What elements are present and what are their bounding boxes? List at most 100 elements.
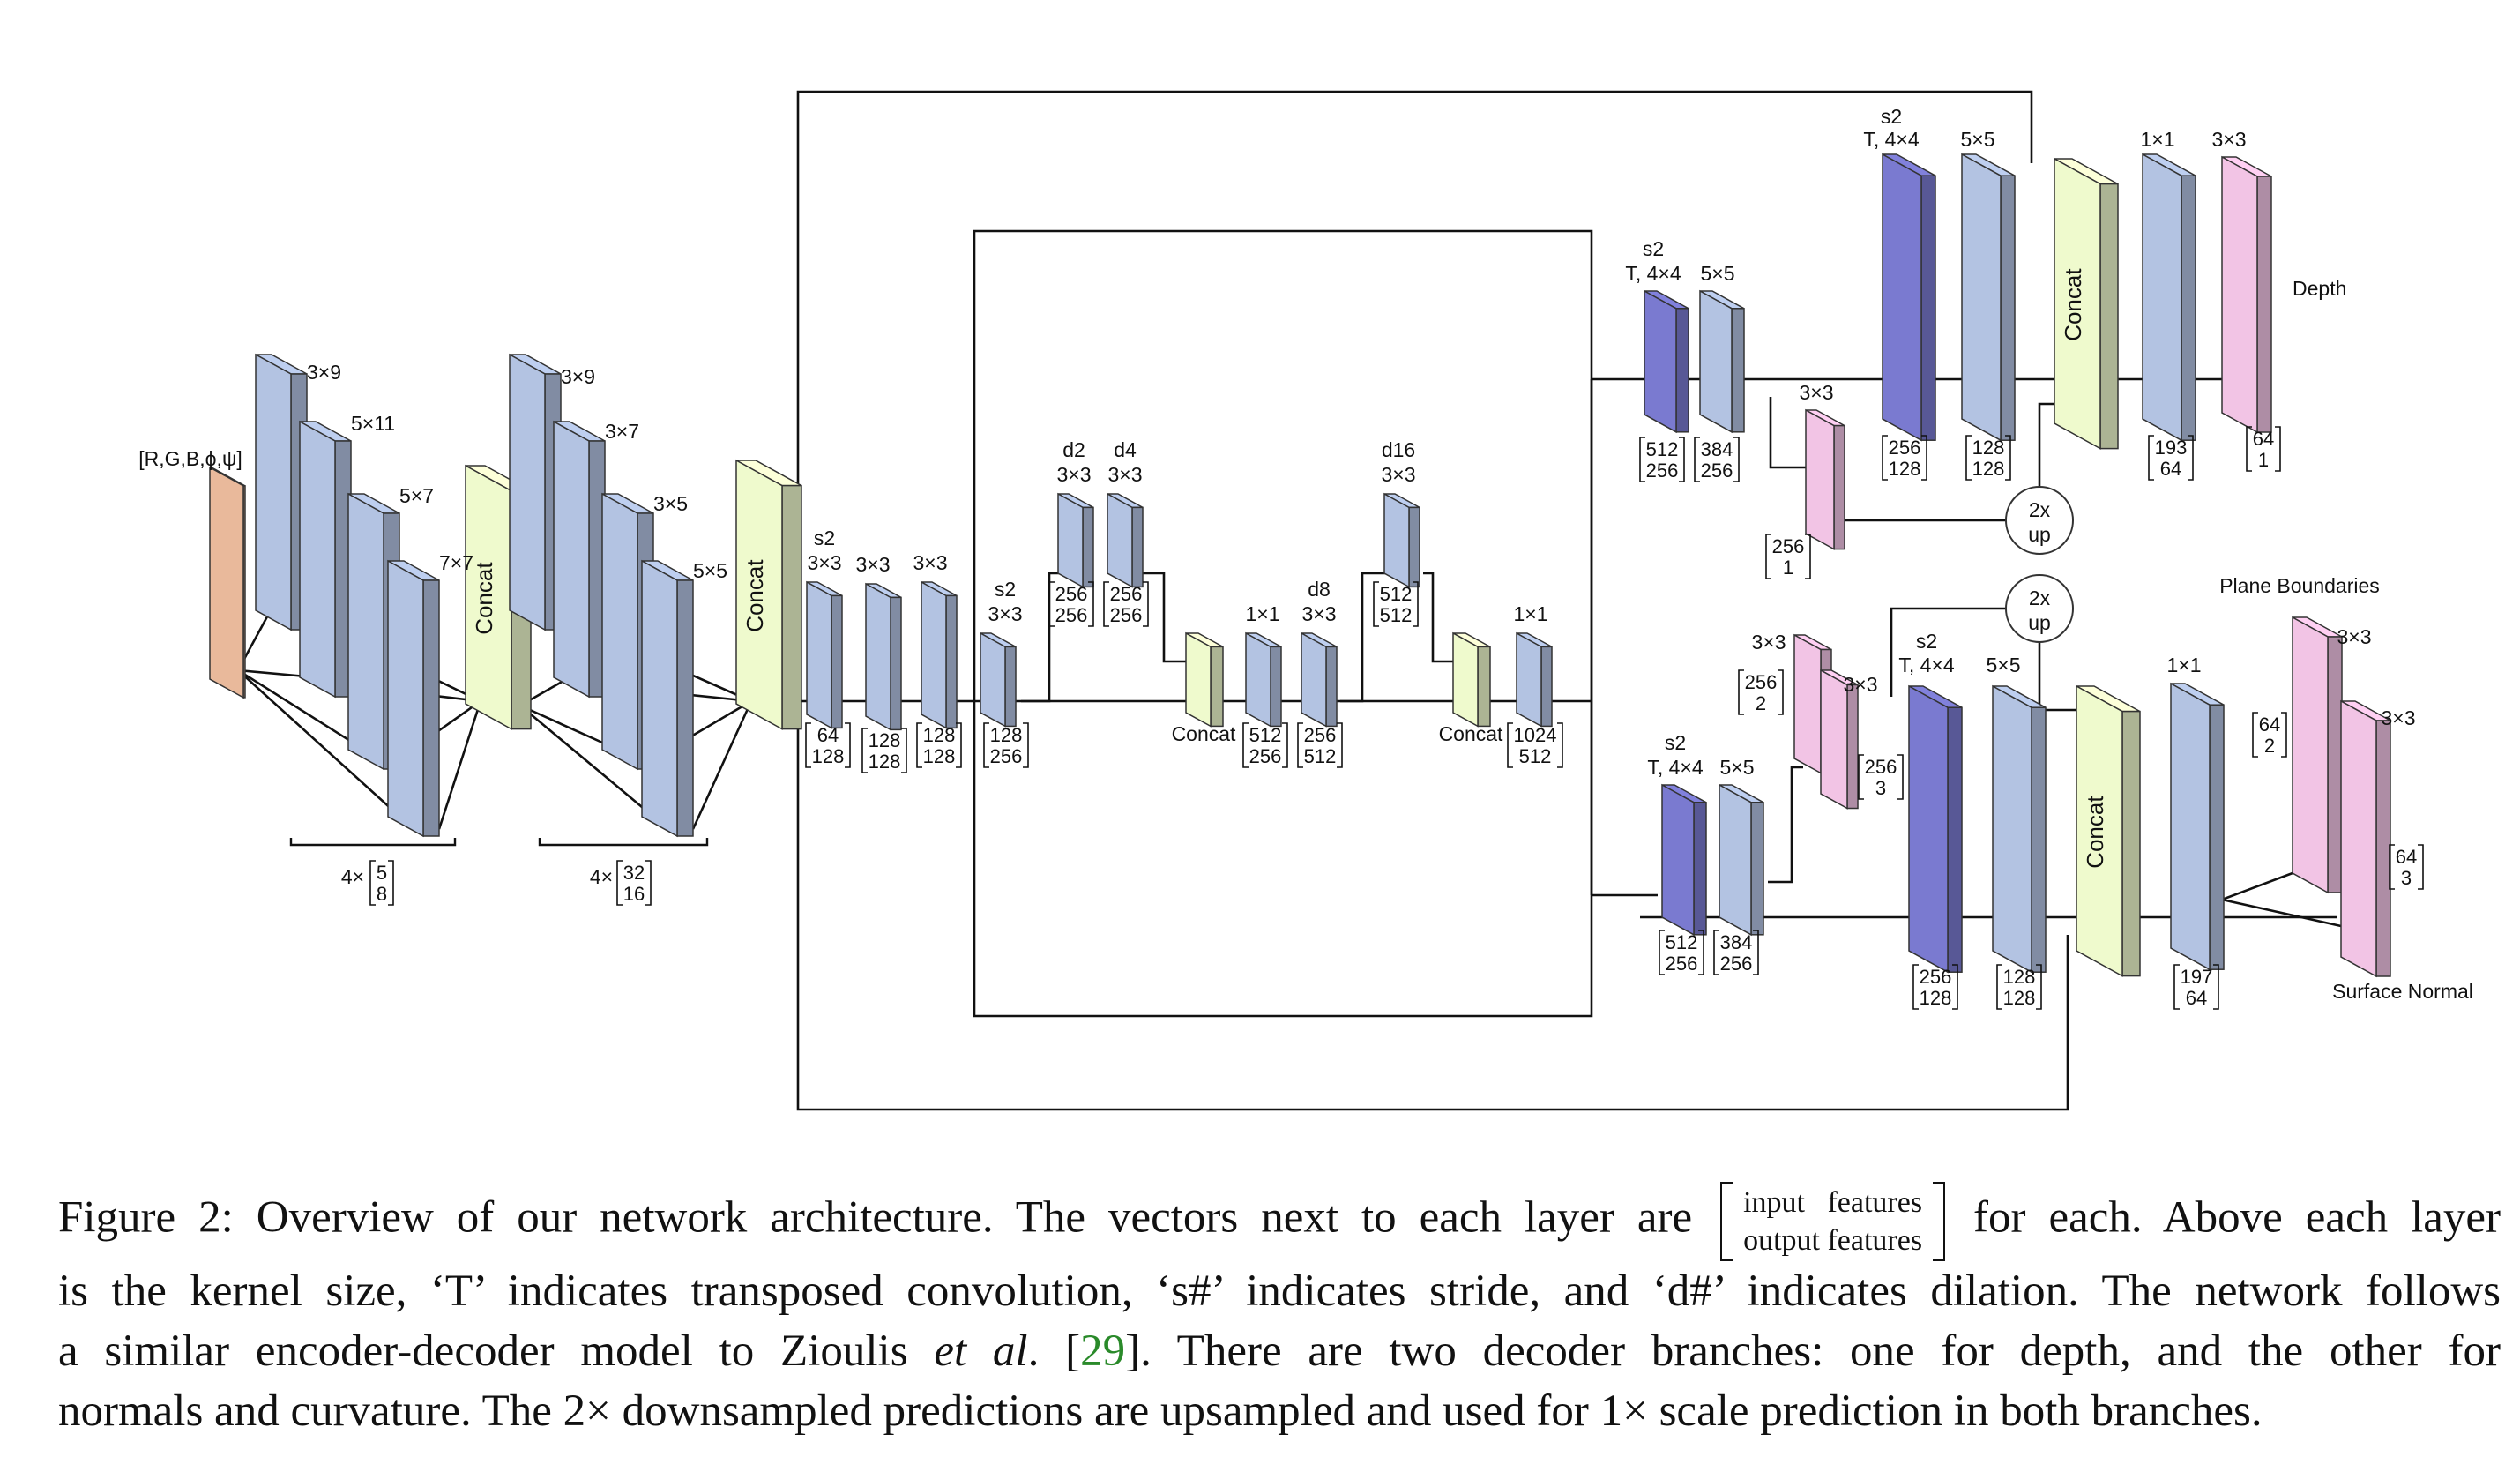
upsample-label: up [2028, 611, 2051, 634]
vector-output: 128 [869, 751, 901, 773]
vector-output: 16 [623, 883, 645, 905]
vector-input: 64 [2259, 714, 2280, 736]
kernel-label: 3×3 [2381, 706, 2415, 729]
trunk-conv-1 [806, 580, 843, 729]
vector-output: 256 [1646, 460, 1679, 482]
trunk-conv-5 [1057, 492, 1094, 588]
vector-output: 128 [1889, 458, 1921, 480]
trunk-conv-3 [921, 580, 958, 729]
vector-input: 512 [1646, 438, 1679, 460]
kernel-label: 3×3 [1056, 463, 1091, 486]
caption-line-3: a similar encoder-decoder model to Zioul… [58, 1326, 2501, 1376]
vector-input: 256 [1889, 437, 1921, 459]
vector-input: 32 [623, 862, 645, 884]
vector-input: 384 [1720, 931, 1753, 953]
kernel-label: T, 4×4 [1625, 262, 1681, 285]
vector-input: 128 [923, 724, 956, 746]
concat-label: Concat [2082, 796, 2108, 869]
vector-input: 512 [1249, 724, 1282, 746]
trunk-conv-2 [865, 582, 902, 731]
vector-output: 256 [1720, 953, 1753, 975]
encoder-a-fanout [237, 669, 405, 821]
depth-vector-6: 641 [2246, 426, 2281, 472]
caption-line-1: Figure 2: Overview of our network archit… [58, 1182, 2501, 1261]
caption-feature-matrix: input features output features [1720, 1182, 1946, 1261]
kernel-label: 5×11 [351, 412, 395, 435]
vector-bracket [1965, 435, 2011, 481]
vector-output: 256 [1666, 953, 1698, 975]
kernel-label: 5×5 [1960, 128, 1994, 151]
vector-output: 512 [1304, 745, 1337, 767]
vector-input: 128 [869, 729, 901, 751]
depth-transposed-3 [1882, 153, 1936, 442]
vector-bracket [1882, 435, 1927, 481]
vector-output: 128 [812, 745, 845, 767]
stride-label: s2 [814, 527, 835, 549]
vector-output: 2 [1756, 692, 1766, 714]
kernel-label: T, 4×4 [1863, 128, 1920, 151]
vector-output: 256 [1249, 745, 1282, 767]
depth-conv-2 [1699, 289, 1745, 434]
encoder-b-fanin [691, 700, 753, 830]
vector-bracket [1694, 437, 1740, 482]
dilation-loop-in-2 [1340, 572, 1393, 703]
vector-output: 512 [1380, 604, 1413, 626]
vector-bracket [1507, 722, 1563, 768]
multiplier-label: 4× [341, 865, 364, 888]
vector-input: 256 [1772, 535, 1805, 557]
vector-input: 512 [1380, 583, 1413, 605]
vector-output: 128 [2003, 987, 2036, 1009]
kernel-label: 3×5 [653, 492, 688, 515]
vector-output: 128 [923, 745, 956, 767]
depth-side-pred [1805, 408, 1845, 550]
vector-bracket [1639, 437, 1685, 482]
kernel-label: 5×5 [1719, 756, 1754, 779]
vector-output: 3 [1875, 777, 1886, 799]
concat-label: Concat [1172, 722, 1236, 745]
surface-normal-output [2340, 699, 2391, 978]
normal-concat [2076, 684, 2141, 977]
normal-transposed-1 [1661, 783, 1707, 937]
kernel-label: 3×3 [2337, 625, 2371, 648]
normal-conv-5 [2170, 682, 2225, 971]
kernel-label: 3×3 [913, 551, 947, 574]
vector-input: 5 [377, 862, 387, 884]
normal-to-normals [2221, 898, 2342, 928]
dilation-loop-out-2 [1423, 572, 1453, 663]
normal-side-branch [1768, 766, 1803, 884]
concat-label: Concat [2060, 268, 2086, 341]
normal-side-to-up [1890, 607, 2006, 697]
trunk-conv-8 [1301, 631, 1338, 728]
vector-input: 1024 [1514, 724, 1557, 746]
kernel-label: 1×1 [1513, 602, 1547, 625]
vector-input: 128 [990, 724, 1023, 746]
stride-label: s2 [1881, 105, 1902, 128]
stride-label: d4 [1114, 438, 1137, 461]
vector-output: 2 [2264, 735, 2275, 757]
plane-boundaries-label: Plane Boundaries [2219, 574, 2380, 597]
vector-bracket [1765, 534, 1811, 579]
vector-bracket [616, 860, 652, 906]
encoder-b-concat [735, 459, 802, 730]
vector-output: 64 [2160, 458, 2181, 480]
vector-bracket [916, 722, 962, 768]
depth-upsample [2005, 486, 2074, 555]
vector-bracket [2246, 426, 2281, 472]
vector-bracket [1048, 581, 1094, 627]
citation-link[interactable]: 29 [1080, 1326, 1126, 1376]
vector-bracket [983, 722, 1029, 768]
figure-caption: Figure 2: Overview of our network archit… [58, 1182, 2501, 1441]
encoder-a-conv [387, 559, 440, 838]
vector-bracket [2173, 964, 2219, 1010]
encoder-a-conv [299, 420, 352, 699]
